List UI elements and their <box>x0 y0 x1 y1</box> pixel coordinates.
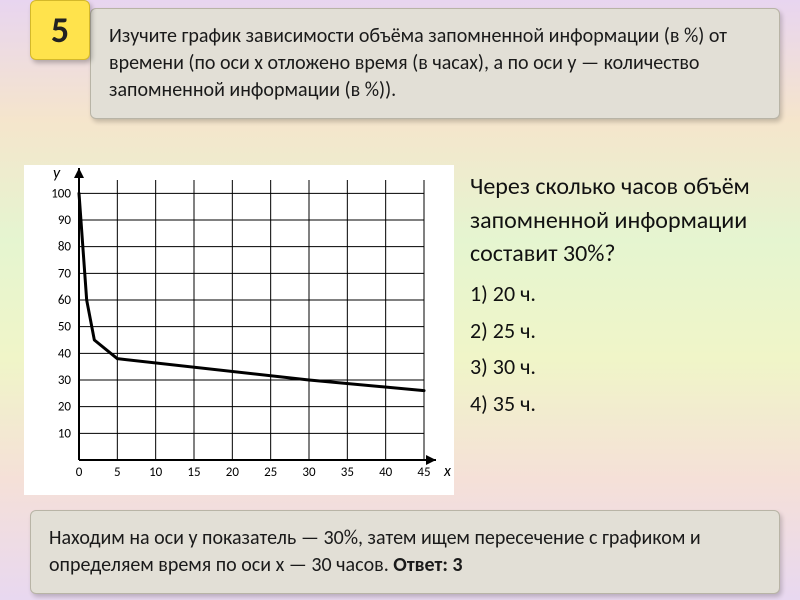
option-2: 2) 25 ч. <box>470 316 790 347</box>
svg-text:20: 20 <box>226 465 240 480</box>
svg-text:0: 0 <box>76 465 83 480</box>
solution-panel: Находим на оси y показатель — 30%, затем… <box>30 510 780 594</box>
solution-text: Находим на оси y показатель — 30%, затем… <box>49 526 701 577</box>
svg-text:40: 40 <box>379 465 393 480</box>
svg-text:40: 40 <box>58 346 72 361</box>
answer-text: Ответ: 3 <box>393 553 462 577</box>
svg-text:50: 50 <box>58 320 72 335</box>
svg-text:45: 45 <box>417 465 430 480</box>
task-number-badge: 5 <box>30 0 90 60</box>
svg-text:70: 70 <box>58 266 72 281</box>
svg-text:80: 80 <box>58 240 72 255</box>
svg-text:35: 35 <box>341 465 354 480</box>
svg-text:x: x <box>443 462 452 481</box>
svg-text:100: 100 <box>51 186 71 201</box>
svg-text:10: 10 <box>58 426 72 441</box>
svg-text:5: 5 <box>114 465 121 480</box>
memory-chart: 0 5 10 15 20 25 30 35 40 45 10 20 30 40 50 60 70 80 90 100 x… <box>24 165 454 495</box>
svg-text:90: 90 <box>58 213 72 228</box>
svg-text:25: 25 <box>264 465 277 480</box>
svg-text:10: 10 <box>149 465 163 480</box>
svg-text:15: 15 <box>187 465 200 480</box>
svg-text:20: 20 <box>58 400 72 415</box>
question-block: Через сколько часов объём запомненной ин… <box>470 170 790 420</box>
prompt-panel: Изучите график зависимости объёма запомн… <box>90 8 780 119</box>
svg-text:60: 60 <box>58 293 72 308</box>
svg-text:y: y <box>53 165 61 183</box>
option-3: 3) 30 ч. <box>470 352 790 383</box>
option-4: 4) 35 ч. <box>470 389 790 420</box>
chart-container: 0 5 10 15 20 25 30 35 40 45 10 20 30 40 50 60 70 80 90 100 x… <box>24 165 454 495</box>
option-1: 1) 20 ч. <box>470 279 790 310</box>
svg-text:30: 30 <box>302 465 316 480</box>
svg-text:30: 30 <box>58 373 72 388</box>
question-text: Через сколько часов объём запомненной ин… <box>470 170 790 271</box>
